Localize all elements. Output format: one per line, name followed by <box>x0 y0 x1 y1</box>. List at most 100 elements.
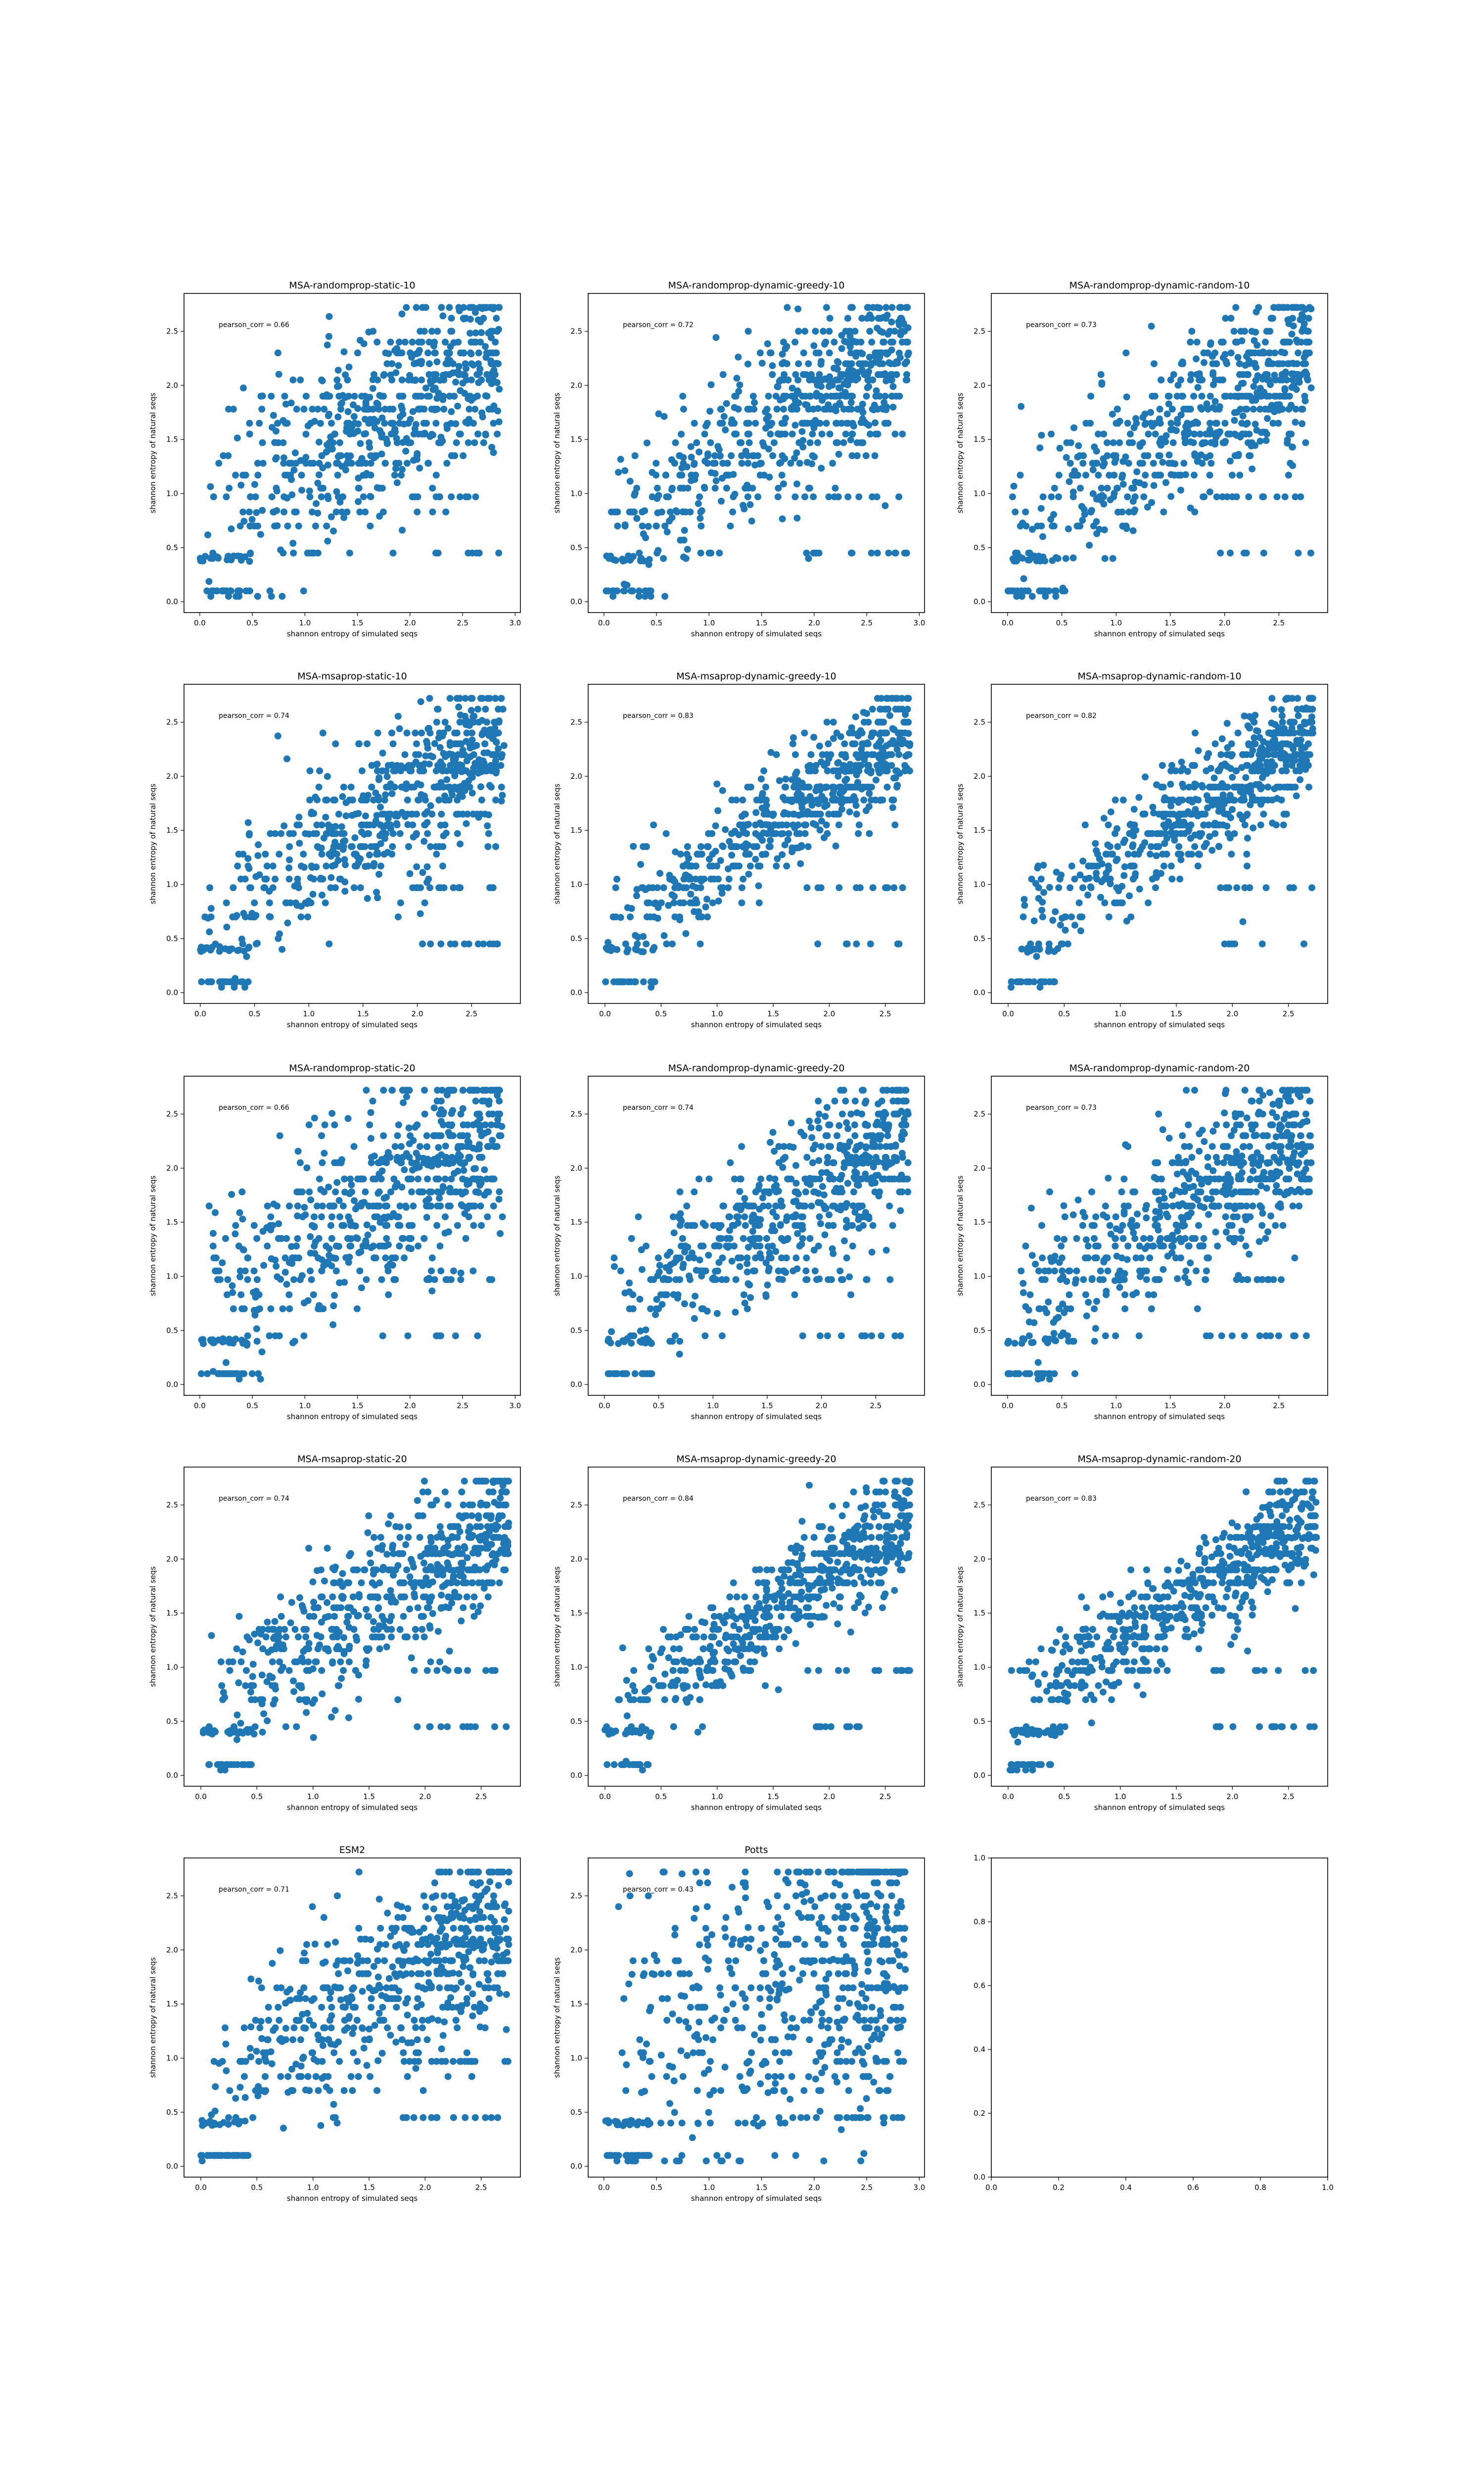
scatter-point <box>726 838 733 845</box>
scatter-point <box>401 1166 408 1174</box>
scatter-point <box>649 978 656 986</box>
scatter-point <box>288 491 296 498</box>
scatter-point <box>257 531 264 538</box>
scatter-point <box>878 706 885 713</box>
scatter-point <box>790 734 797 741</box>
scatter-point <box>808 371 815 378</box>
scatter-point <box>793 480 800 488</box>
scatter-point <box>461 787 468 794</box>
scatter-point <box>275 371 282 378</box>
scatter-point <box>355 484 362 492</box>
scatter-point <box>331 1121 338 1129</box>
scatter-point <box>274 1273 281 1281</box>
scatter-point <box>847 399 855 406</box>
scatter-point <box>1130 806 1138 813</box>
scatter-point <box>1012 508 1019 516</box>
scatter-point <box>329 1321 337 1329</box>
scatter-point <box>1114 843 1121 850</box>
scatter-point <box>247 493 254 501</box>
scatter-point <box>236 523 244 530</box>
scatter-point <box>847 376 854 383</box>
scatter-point <box>791 338 799 346</box>
scatter-point <box>1218 762 1225 769</box>
scatter-point <box>241 553 249 561</box>
scatter-point <box>1198 392 1206 400</box>
scatter-point <box>364 895 371 902</box>
scatter-point <box>460 1167 467 1174</box>
scatter-point <box>788 430 796 438</box>
scatter-point <box>372 843 380 850</box>
scatter-point <box>1167 781 1174 788</box>
scatter-point <box>767 430 774 438</box>
scatter-point <box>348 460 355 467</box>
scatter-point <box>334 453 342 460</box>
scatter-point <box>1244 862 1251 870</box>
scatter-point <box>333 376 341 383</box>
scatter-point <box>489 369 496 377</box>
scatter-point <box>821 803 829 810</box>
scatter-point <box>647 593 654 600</box>
scatter-point <box>826 373 834 381</box>
scatter-point <box>1288 331 1296 338</box>
scatter-point <box>285 875 293 883</box>
scatter-point <box>442 508 450 516</box>
scatter-point <box>712 334 720 341</box>
scatter-point <box>367 523 374 530</box>
scatter-point <box>228 945 235 952</box>
scatter-point <box>423 808 431 815</box>
scatter-point <box>1234 384 1242 392</box>
scatter-point <box>413 810 420 818</box>
scatter-point <box>671 893 678 900</box>
scatter-point <box>328 1213 335 1221</box>
scatter-point <box>327 513 335 521</box>
scatter-point <box>466 753 474 761</box>
x-tick-label: 0.5 <box>249 1009 261 1018</box>
scatter-point <box>1299 360 1307 368</box>
scatter-point <box>1219 354 1227 361</box>
scatter-point <box>869 884 877 892</box>
scatter-point <box>413 304 420 311</box>
scatter-point <box>812 328 819 335</box>
scatter-point <box>318 821 325 829</box>
scatter-point <box>268 1255 275 1262</box>
scatter-point <box>1040 889 1047 896</box>
scatter-point <box>418 392 425 400</box>
scatter-point <box>777 376 785 383</box>
scatter-point <box>1251 718 1258 726</box>
scatter-point <box>1092 840 1099 847</box>
scatter-point <box>849 430 856 438</box>
scatter-point <box>285 1291 293 1298</box>
x-axis-label: shannon entropy of simulated seqs <box>1094 629 1225 638</box>
scatter-point <box>402 813 409 820</box>
scatter-point <box>716 549 723 557</box>
scatter-point <box>842 430 849 438</box>
scatter-point <box>655 410 662 418</box>
scatter-point <box>423 819 431 826</box>
scatter-point <box>310 1291 317 1298</box>
scatter-point <box>387 810 394 818</box>
scatter-point <box>1182 471 1189 478</box>
scatter-point <box>294 1147 302 1155</box>
scatter-point <box>1212 405 1219 413</box>
scatter-point <box>248 909 256 917</box>
scatter-point <box>414 780 421 787</box>
x-tick-label: 1.0 <box>1114 1009 1126 1018</box>
scatter-point <box>680 862 687 870</box>
scatter-point <box>347 1222 355 1229</box>
scatter-point <box>799 437 807 444</box>
scatter-point <box>746 405 753 413</box>
scatter-point <box>1296 740 1303 747</box>
scatter-point <box>452 1332 459 1339</box>
scatter-point <box>1066 478 1073 485</box>
scatter-point <box>841 740 848 748</box>
scatter-point <box>635 593 643 600</box>
scatter-point <box>342 371 349 379</box>
scatter-point <box>484 843 492 850</box>
scatter-point <box>641 593 649 600</box>
scatter-point <box>841 388 849 396</box>
scatter-point <box>1258 751 1266 759</box>
scatter-point <box>426 392 433 400</box>
scatter-point <box>487 334 495 341</box>
scatter-point <box>379 1332 386 1339</box>
scatter-point <box>1260 549 1267 557</box>
